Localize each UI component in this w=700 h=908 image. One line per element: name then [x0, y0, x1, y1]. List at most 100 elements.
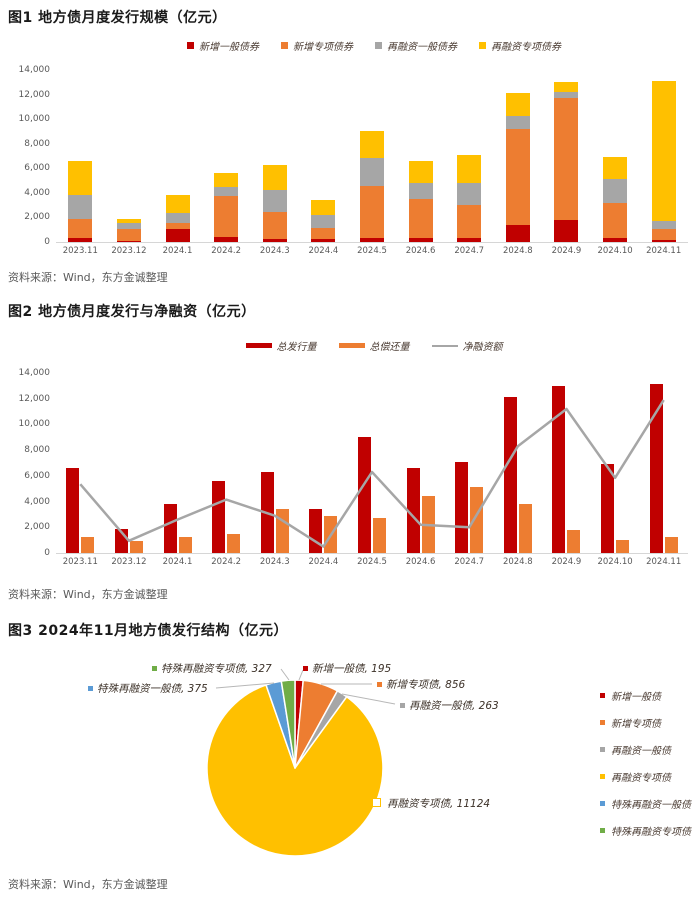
bar-segment	[360, 158, 384, 186]
pie-slice	[206, 684, 384, 857]
bar	[455, 461, 469, 553]
pie-slice	[280, 679, 296, 769]
pie-data-label: 特殊再融资一般债, 375	[97, 683, 208, 695]
x-axis-tick-label: 2024.2	[211, 557, 242, 567]
bar	[178, 536, 192, 553]
stacked-bar-column	[457, 154, 482, 242]
legend-color-swatch	[479, 42, 486, 49]
fig3-source-note: 资料来源：Wind，东方金诚整理	[8, 878, 168, 891]
leader-line	[215, 682, 275, 689]
bar	[601, 464, 615, 553]
bar-segment	[262, 164, 287, 190]
x-axis-tick-label: 2023.12	[111, 557, 147, 567]
x-axis-tick-label: 2024.1	[162, 557, 193, 567]
bar-segment	[116, 229, 141, 241]
stacked-bar-column	[360, 131, 384, 242]
legend-color-swatch	[187, 42, 194, 49]
legend-color-swatch	[600, 801, 605, 806]
bar	[81, 536, 95, 553]
bar-segment	[554, 92, 579, 99]
bar-segment	[651, 239, 676, 242]
bar-segment	[457, 154, 482, 184]
bar-segment	[68, 160, 93, 196]
bar-segment	[603, 179, 628, 203]
stacked-bar-column	[311, 200, 336, 242]
legend-color-swatch	[431, 344, 458, 347]
x-axis-tick-label: 2024.4	[308, 246, 339, 256]
bar	[649, 384, 663, 553]
bar	[129, 540, 143, 553]
legend-color-swatch	[600, 828, 605, 833]
bar	[227, 534, 241, 553]
y-axis-tick-label: 6,000	[24, 470, 50, 481]
bar-segment	[165, 213, 190, 223]
y-axis-tick-label: 12,000	[18, 393, 51, 404]
bar-segment	[262, 238, 287, 242]
bar-segment	[408, 160, 433, 184]
y-axis-tick-label: 14,000	[18, 65, 51, 75]
bar-segment	[214, 173, 239, 188]
x-axis-tick-label: 2024.3	[259, 557, 290, 567]
stacked-bar-column	[116, 218, 141, 242]
x-axis-tick-label: 2024.7	[454, 557, 485, 567]
legend-item: 总偿还量	[338, 338, 410, 353]
net-financing-line	[79, 399, 665, 548]
legend-label: 新增专项债	[611, 719, 661, 730]
bar	[309, 509, 323, 553]
bar-segment	[68, 195, 93, 219]
bar-segment	[457, 205, 482, 238]
bar-segment	[116, 222, 141, 230]
pie-legend: 新增一般债 新增专项债 再融资一般债 再融资专项债 特殊再融资一般债 特殊再融资专项债	[600, 682, 691, 844]
stacked-bar-column	[214, 173, 239, 242]
bar	[275, 509, 289, 553]
bar-segment	[68, 238, 93, 242]
pie-label-marker	[152, 666, 157, 671]
bar-segment	[165, 228, 190, 242]
x-axis-tick-label: 2024.3	[259, 246, 290, 256]
pie-label-marker	[372, 798, 381, 807]
pie-data-label: 再融资专项债, 11124	[387, 798, 491, 810]
x-axis-tick-label: 2024.8	[502, 246, 533, 256]
bar	[66, 468, 80, 553]
bar	[373, 518, 386, 553]
pie-label-marker	[377, 682, 382, 687]
y-axis-tick-label: 0	[44, 548, 50, 558]
fig2-source-note: 资料来源：Wind，东方金诚整理	[8, 588, 168, 601]
legend-color-swatch	[600, 693, 605, 698]
line-series-overlay	[79, 399, 665, 548]
legend-label: 新增一般债	[611, 692, 661, 703]
pie-label-marker	[88, 686, 93, 691]
bar-segment	[603, 202, 628, 239]
x-axis-tick-label: 2023.11	[62, 246, 98, 256]
bar-segment	[116, 240, 141, 242]
x-axis-tick-label: 2024.11	[646, 246, 682, 256]
bar-segment	[68, 218, 93, 239]
y-axis-tick-label: 12,000	[18, 89, 51, 100]
stacked-bar-column	[603, 157, 628, 242]
bar-segment	[116, 218, 141, 223]
pie-chart-canvas	[206, 668, 396, 857]
x-axis-tick-label: 2024.5	[357, 246, 387, 256]
legend-label: 新增一般债券	[199, 42, 259, 53]
bar	[358, 437, 371, 553]
bar-segment	[554, 219, 579, 242]
bar-segment	[408, 199, 433, 239]
bar-segment	[505, 116, 530, 129]
legend-label: 总偿还量	[369, 342, 410, 353]
legend-label: 特殊再融资一般债	[611, 800, 691, 811]
leader-line	[298, 669, 304, 681]
bar-segment	[651, 80, 676, 222]
bar	[212, 481, 226, 553]
pie-label-marker	[400, 703, 405, 708]
bar-segment	[408, 238, 433, 242]
pie-legend-item: 新增一般债	[600, 682, 691, 709]
x-axis-tick-label: 2024.2	[211, 246, 242, 256]
x-axis-tick-label: 2024.10	[597, 557, 633, 567]
bar-segment	[408, 183, 433, 200]
bar-segment	[603, 157, 628, 180]
x-axis-tick-label: 2023.11	[62, 557, 98, 567]
y-axis-tick-label: 6,000	[24, 163, 50, 174]
pie-label-marker	[303, 666, 308, 671]
bar	[616, 539, 630, 553]
legend-item: 总发行量	[245, 338, 317, 353]
